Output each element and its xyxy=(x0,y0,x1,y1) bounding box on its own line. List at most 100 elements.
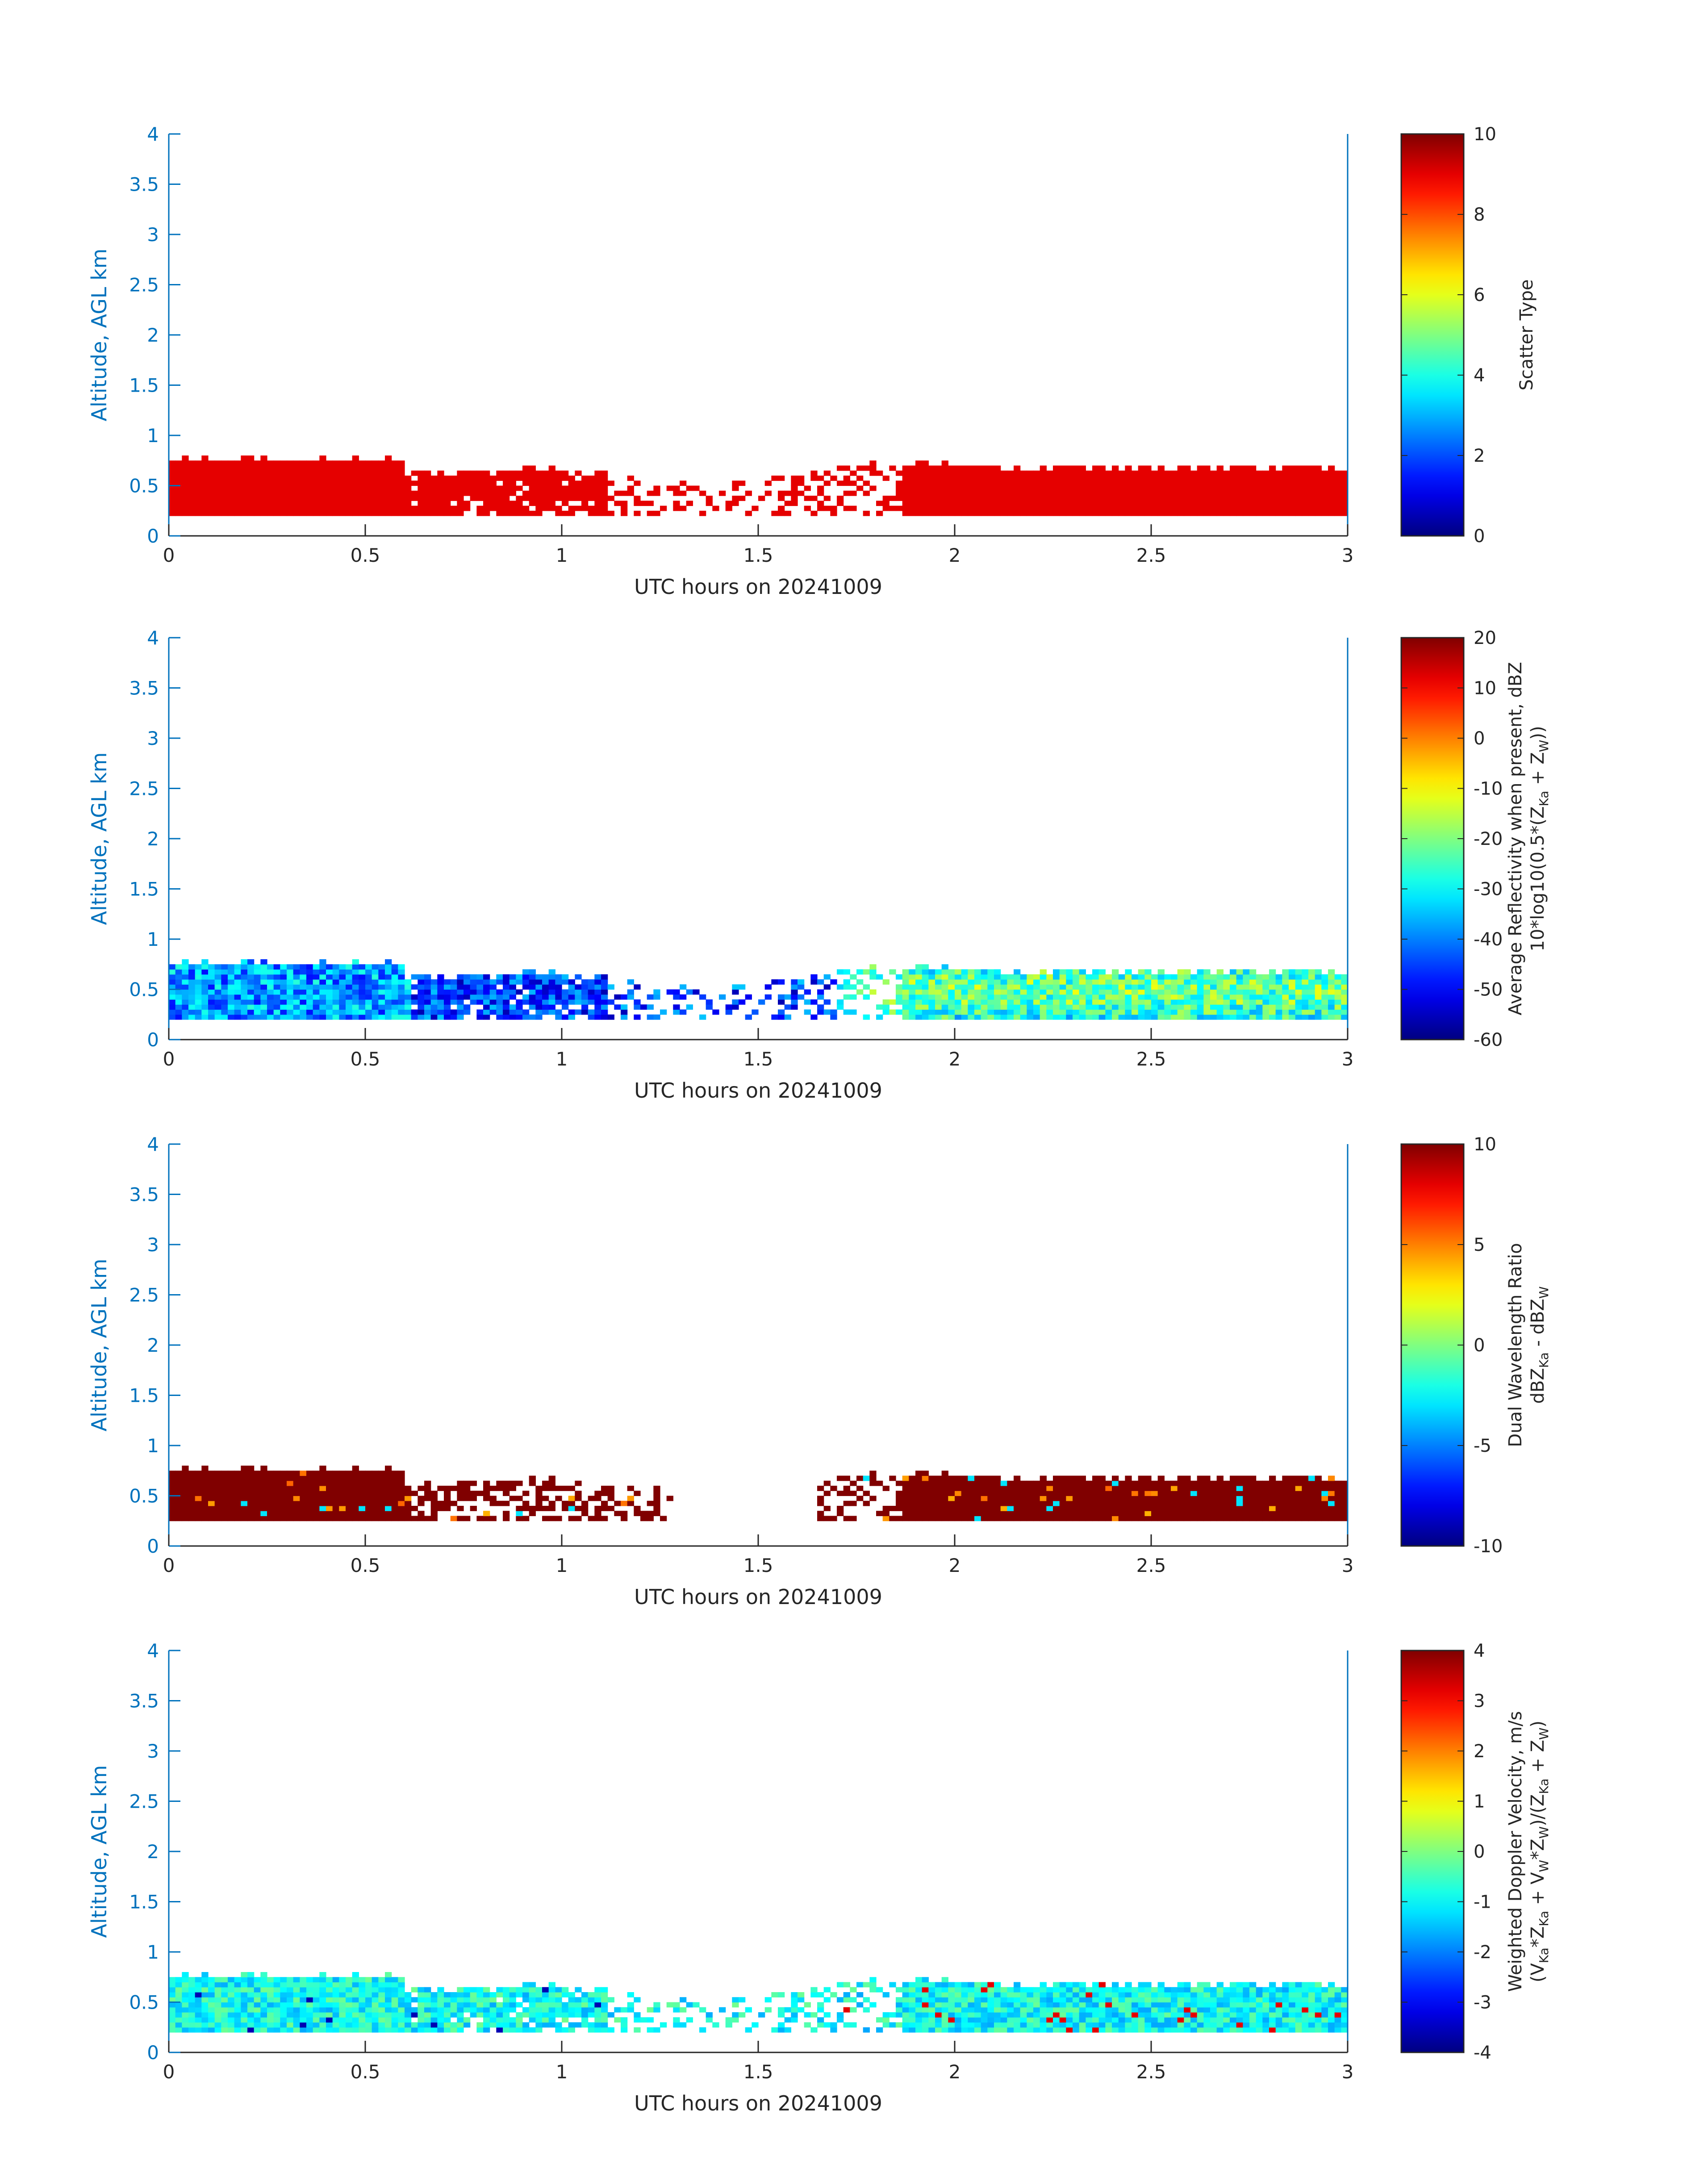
heatmap-cell xyxy=(850,1480,857,1486)
heatmap-cell xyxy=(372,476,379,481)
heatmap-cell xyxy=(182,1009,189,1015)
heatmap-cell xyxy=(594,989,601,995)
heatmap-cell xyxy=(1053,979,1060,985)
heatmap-cell xyxy=(372,1506,379,1511)
heatmap-cell xyxy=(732,999,739,1005)
heatmap-cell xyxy=(1236,506,1243,511)
heatmap-cell xyxy=(385,465,392,471)
heatmap-cell xyxy=(267,501,274,506)
heatmap-cell xyxy=(241,1987,248,1993)
heatmap-cell xyxy=(464,470,471,476)
heatmap-cell xyxy=(1105,994,1112,1000)
heatmap-cell xyxy=(1007,1500,1014,1506)
heatmap-cell xyxy=(405,1992,412,1997)
heatmap-cell xyxy=(1132,1009,1139,1015)
heatmap-cell xyxy=(1269,506,1276,511)
heatmap-cell xyxy=(915,506,923,511)
heatmap-cell xyxy=(1295,989,1302,995)
heatmap-cell xyxy=(437,2017,444,2023)
heatmap-cell xyxy=(221,465,228,471)
heatmap-cell xyxy=(352,1466,359,1471)
heatmap-cell xyxy=(313,964,320,970)
heatmap-cell xyxy=(195,1009,202,1015)
heatmap-cell xyxy=(260,959,267,965)
heatmap-cell xyxy=(260,470,267,476)
heatmap-cell xyxy=(424,2002,431,2008)
heatmap-cell xyxy=(1269,1014,1276,1020)
heatmap-cell xyxy=(470,1491,477,1496)
heatmap-cell xyxy=(201,460,209,466)
heatmap-cell xyxy=(352,989,359,995)
heatmap-cell xyxy=(319,1992,326,1997)
heatmap-cell xyxy=(175,2012,182,2018)
heatmap-cell xyxy=(169,1506,176,1511)
heatmap-cell xyxy=(378,1004,385,1010)
heatmap-cell xyxy=(496,2022,503,2028)
heatmap-cell xyxy=(188,999,196,1005)
heatmap-cell xyxy=(359,1977,366,1983)
heatmap-cell xyxy=(686,989,693,995)
heatmap-cell xyxy=(201,481,209,486)
heatmap-cell xyxy=(555,470,562,476)
heatmap-cell xyxy=(208,1987,215,1993)
heatmap-cell xyxy=(1249,506,1257,511)
heatmap-cell xyxy=(254,465,261,471)
heatmap-cell xyxy=(188,501,196,506)
heatmap-cell xyxy=(1164,1009,1171,1015)
heatmap-cell xyxy=(195,1506,202,1511)
heatmap-cell xyxy=(653,2007,660,2013)
heatmap-cell xyxy=(823,984,831,990)
heatmap-cell xyxy=(562,2017,569,2023)
heatmap-cell xyxy=(378,501,385,506)
heatmap-cell xyxy=(287,994,294,1000)
heatmap-cell xyxy=(896,506,903,511)
heatmap-cell xyxy=(483,974,490,980)
heatmap-cell xyxy=(208,490,215,496)
heatmap-cell xyxy=(968,465,975,471)
heatmap-cell xyxy=(1256,1480,1263,1486)
heatmap-cell xyxy=(607,1997,614,2003)
heatmap-cell xyxy=(542,1480,549,1486)
heatmap-cell xyxy=(424,496,431,501)
heatmap-cell xyxy=(647,1014,654,1020)
heatmap-cell xyxy=(1138,999,1145,1005)
heatmap-cell xyxy=(201,994,209,1000)
heatmap-cell xyxy=(391,481,398,486)
heatmap-cell xyxy=(1249,969,1257,975)
heatmap-cell xyxy=(1249,994,1257,1000)
heatmap-cell xyxy=(601,496,608,501)
heatmap-cell xyxy=(542,2007,549,2013)
heatmap-cell xyxy=(850,1491,857,1496)
heatmap-cell xyxy=(1289,1516,1296,1521)
heatmap-cell xyxy=(666,1496,673,1501)
heatmap-cell xyxy=(1216,1500,1224,1506)
heatmap-cell xyxy=(326,1491,333,1496)
heatmap-cell xyxy=(424,974,431,980)
heatmap-cell xyxy=(365,1496,372,1501)
heatmap-cell xyxy=(464,1496,471,1501)
heatmap-cell xyxy=(1177,496,1184,501)
heatmap-cell xyxy=(254,490,261,496)
heatmap-cell xyxy=(300,974,307,980)
heatmap-cell xyxy=(1086,1004,1093,1010)
heatmap-cell xyxy=(391,501,398,506)
heatmap-cell xyxy=(1341,989,1348,995)
heatmap-cell xyxy=(955,999,962,1005)
heatmap-cell xyxy=(876,1511,883,1517)
heatmap-cell xyxy=(411,490,418,496)
heatmap-cell xyxy=(941,485,948,491)
heatmap-cell xyxy=(1157,979,1165,985)
heatmap-cell xyxy=(378,1491,385,1496)
heatmap-cell xyxy=(843,1475,850,1481)
heatmap-cell xyxy=(234,994,241,1000)
heatmap-cell xyxy=(1000,1014,1007,1020)
heatmap-cell xyxy=(948,501,955,506)
heatmap-cell xyxy=(1216,510,1224,516)
heatmap-cell xyxy=(647,1516,654,1521)
heatmap-cell xyxy=(214,1982,221,1988)
heatmap-cell xyxy=(1256,1486,1263,1491)
heatmap-cell xyxy=(1098,496,1106,501)
heatmap-cell xyxy=(1269,969,1276,975)
heatmap-cell xyxy=(457,1486,464,1491)
heatmap-cell xyxy=(1177,999,1184,1005)
